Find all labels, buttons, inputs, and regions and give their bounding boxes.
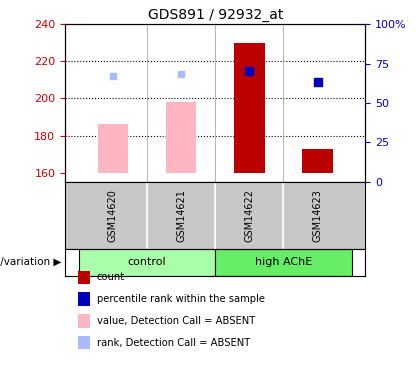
Text: percentile rank within the sample: percentile rank within the sample [97, 294, 265, 304]
Bar [215, 249, 352, 276]
Point [110, 73, 116, 79]
Text: control: control [128, 258, 166, 267]
Point [178, 71, 184, 77]
Text: GSM14620: GSM14620 [108, 189, 118, 242]
Text: GSM14621: GSM14621 [176, 189, 186, 242]
Text: rank, Detection Call = ABSENT: rank, Detection Call = ABSENT [97, 338, 250, 348]
Text: high AChE: high AChE [255, 258, 312, 267]
Text: GSM14623: GSM14623 [312, 189, 323, 242]
Bar [166, 102, 197, 172]
Point [314, 79, 321, 85]
Bar [234, 43, 265, 172]
Text: value, Detection Call = ABSENT: value, Detection Call = ABSENT [97, 316, 255, 326]
Bar [97, 124, 128, 172]
Title: GDS891 / 92932_at: GDS891 / 92932_at [147, 8, 283, 22]
Bar [79, 249, 215, 276]
Point [246, 68, 253, 74]
Text: count: count [97, 273, 125, 282]
Text: GSM14622: GSM14622 [244, 189, 255, 242]
Bar [302, 148, 333, 172]
Text: genotype/variation ▶: genotype/variation ▶ [0, 258, 61, 267]
